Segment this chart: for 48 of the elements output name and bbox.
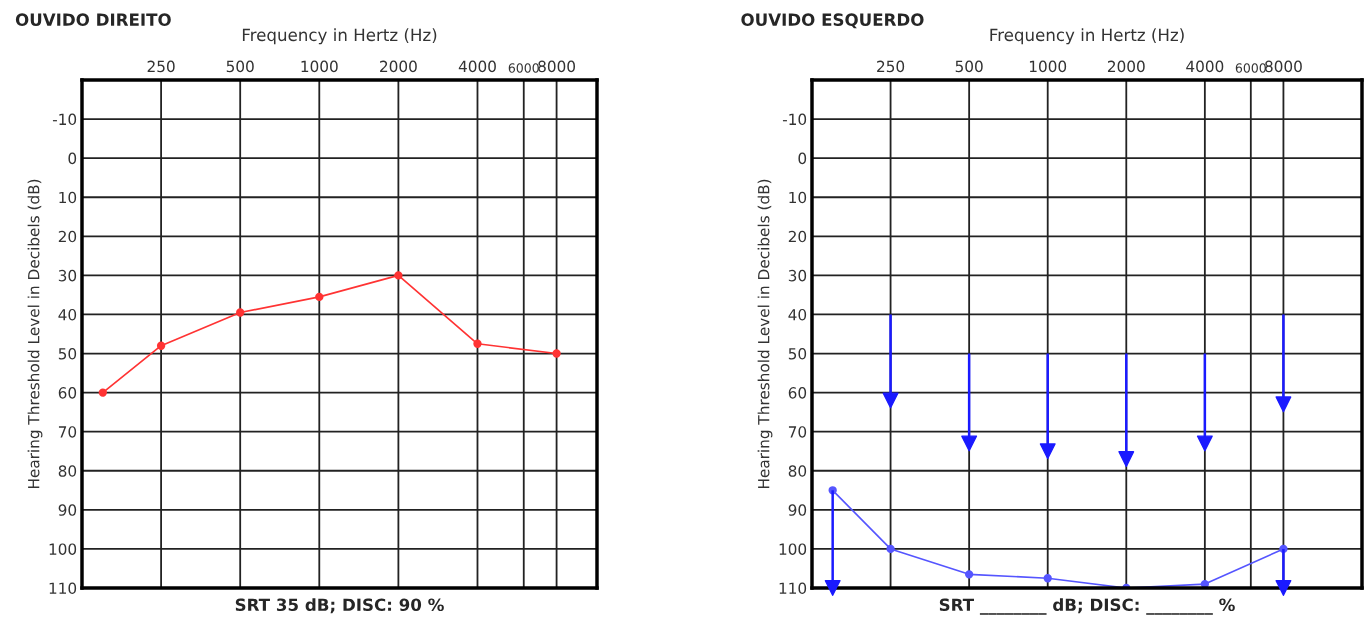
y-tick-label: 90: [788, 504, 807, 516]
x-tick-label: 2000: [380, 60, 417, 73]
y-axis-title: Hearing Threshold Level in Decibels (dB): [27, 179, 43, 489]
text: SRT ________ dB; DISC: ________ %: [939, 598, 1235, 615]
y-axis-title: Hearing Threshold Level in Decibels (dB): [757, 179, 773, 489]
y-tick-label: 100: [779, 543, 807, 555]
x-tick-label: 6000: [1235, 63, 1266, 73]
y-tick-label: 10: [789, 191, 807, 204]
y-tick-label: 40: [58, 308, 77, 321]
x-tick-label: 6000: [508, 63, 539, 73]
x-tick-label: 4000: [1186, 60, 1224, 73]
y-tick-label: 40: [788, 308, 807, 321]
y-tick-label: -10: [52, 113, 77, 126]
y-tick-label: 70: [788, 426, 807, 438]
y-tick-label: 80: [58, 465, 77, 477]
x-tick-label: 8000: [1265, 60, 1302, 73]
text: SRT 35 dB; DISC: 90 %: [235, 598, 444, 614]
x-tick-label: 4000: [458, 60, 496, 73]
y-tick-label: 30: [58, 269, 77, 282]
chart-title: OUVIDO DIREITO: [15, 13, 171, 26]
y-tick-label: 90: [58, 504, 77, 516]
y-tick-label: 110: [49, 582, 77, 595]
y-tick-label: 60: [788, 387, 807, 399]
x-axis-title: Frequency in Hertz (Hz): [242, 28, 437, 45]
x-tick-label: 1000: [301, 60, 338, 73]
x-tick-label: 8000: [538, 60, 576, 73]
x-tick-label: 250: [877, 60, 905, 73]
y-tick-label: 20: [788, 230, 807, 243]
y-tick-label: 20: [58, 230, 77, 243]
x-tick-label: 1000: [1029, 60, 1067, 73]
y-tick-label: 50: [58, 348, 77, 360]
y-tick-label: 0: [798, 152, 807, 165]
y-tick-label: 100: [49, 543, 77, 555]
x-tick-label: 500: [955, 60, 983, 73]
y-tick-label: 110: [779, 582, 807, 595]
y-tick-label: 60: [58, 387, 77, 399]
y-tick-label: 10: [59, 191, 77, 204]
y-tick-label: 50: [788, 348, 807, 360]
y-tick-label: 70: [58, 426, 77, 438]
y-tick-label: -10: [782, 113, 807, 126]
chart-title: OUVIDO ESQUERDO: [741, 13, 924, 29]
y-tick-label: 0: [68, 152, 77, 165]
x-axis-title: Frequency in Hertz (Hz): [990, 28, 1184, 45]
y-tick-label: 80: [788, 465, 807, 477]
x-tick-label: 500: [226, 60, 254, 73]
x-tick-label: 2000: [1107, 60, 1145, 73]
x-tick-label: 250: [147, 60, 175, 73]
y-tick-label: 30: [788, 269, 807, 282]
